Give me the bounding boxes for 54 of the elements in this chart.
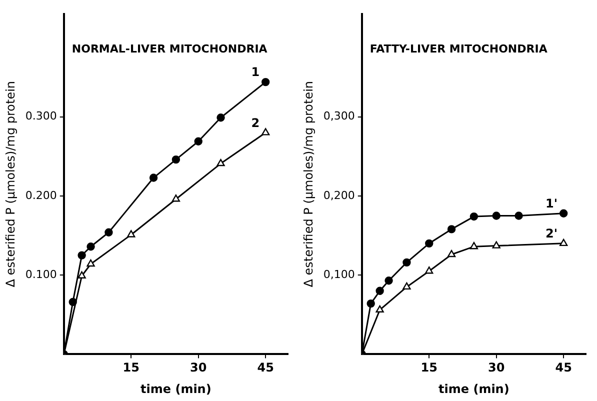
point: [559, 209, 568, 218]
point: [127, 230, 136, 238]
point: [514, 212, 523, 220]
x-tick-label: 30: [488, 360, 505, 375]
point: [172, 194, 180, 202]
point: [149, 174, 158, 182]
y-axis-title: Δ esterified P (μmoles)/mg protein: [3, 80, 18, 288]
point: [560, 238, 568, 246]
point: [384, 276, 393, 285]
point: [376, 286, 384, 296]
y-tick-label: 0.100: [25, 268, 57, 281]
point: [492, 212, 500, 220]
y-tick-label: 0.200: [25, 188, 57, 202]
series-label: 1': [546, 196, 558, 210]
text: NORMAL-LIVER MITOCHONDRIA: [72, 42, 268, 56]
point: [447, 225, 456, 234]
point: [86, 259, 95, 267]
point: [104, 228, 113, 236]
point: [78, 271, 86, 278]
point: [68, 298, 77, 306]
point: [366, 299, 375, 308]
x-tick-label: 15: [420, 360, 438, 375]
series-label: 1: [251, 65, 260, 80]
x-tick-label: 15: [122, 360, 140, 375]
text: FATTY-LIVER MITOCHONDRIA: [370, 42, 548, 56]
point: [492, 241, 500, 248]
x-tick-label: 45: [257, 360, 274, 375]
point: [447, 250, 456, 258]
point: [470, 212, 478, 221]
x-tick-label: 30: [190, 360, 207, 375]
y-tick-label: 0,300: [323, 110, 355, 123]
point: [262, 128, 270, 136]
point: [402, 282, 411, 290]
y-tick-label: 0.300: [25, 110, 57, 123]
x-axis-title: time (min): [438, 382, 510, 396]
point: [425, 239, 434, 248]
point: [216, 158, 225, 166]
x-tick-label: 45: [555, 360, 572, 375]
point: [470, 242, 478, 250]
y-tick-label: 0,200: [323, 188, 355, 202]
y-tick-label: 0,100: [323, 268, 355, 281]
point: [78, 251, 86, 260]
series-label: 2': [546, 226, 558, 241]
point: [194, 137, 202, 146]
point: [172, 155, 180, 164]
y-axis-title: Δ esterified P (μmoles)/mg protein: [301, 80, 316, 288]
point: [86, 242, 95, 251]
point: [216, 114, 225, 122]
point: [425, 266, 434, 274]
x-axis-title: time (min): [140, 382, 212, 396]
series-label: 2: [251, 116, 260, 130]
point: [376, 305, 384, 312]
point: [261, 78, 270, 86]
point: [402, 258, 411, 267]
